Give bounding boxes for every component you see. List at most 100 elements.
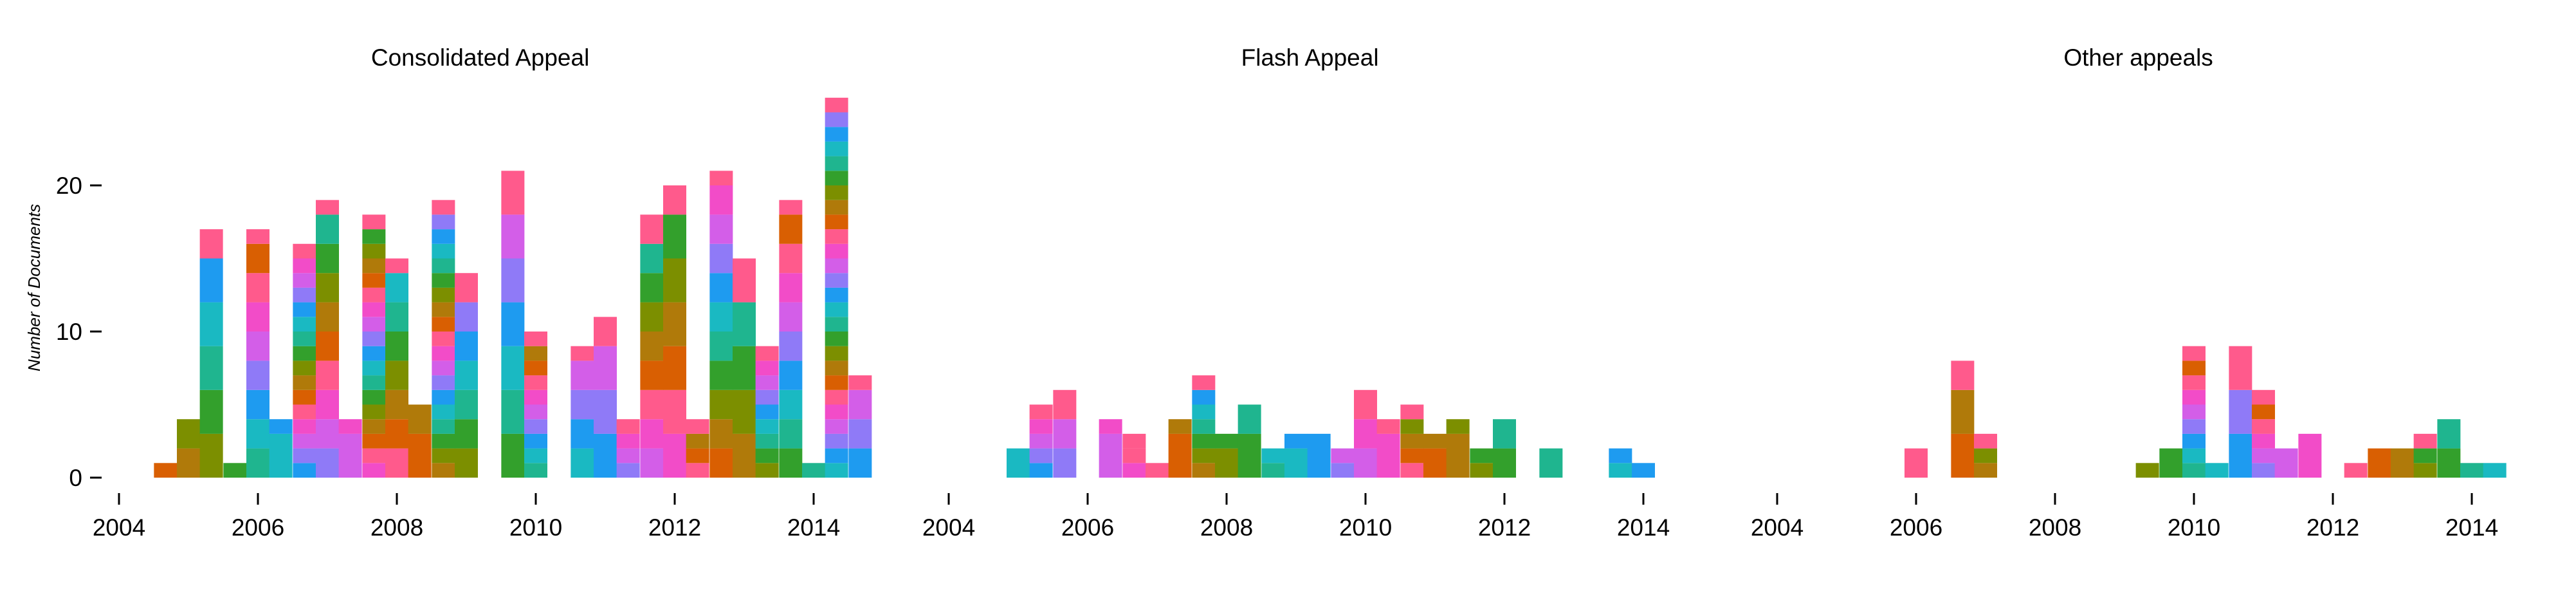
bar-segment bbox=[848, 389, 872, 420]
histogram-bar bbox=[686, 419, 709, 478]
bar-segment bbox=[524, 419, 547, 434]
bar-segment bbox=[663, 185, 686, 215]
bar-segment bbox=[1331, 463, 1355, 478]
x-tick-label: 2004 bbox=[93, 514, 145, 541]
bar-segment bbox=[825, 360, 848, 376]
bar-segment bbox=[1192, 433, 1216, 449]
bar-segment bbox=[432, 273, 455, 288]
histogram-bar bbox=[1905, 448, 1928, 478]
bar-segment bbox=[571, 389, 594, 420]
bar-segment bbox=[1400, 404, 1424, 420]
bar-segment bbox=[293, 433, 316, 449]
bar-segment bbox=[825, 302, 848, 317]
bar-segment bbox=[455, 273, 478, 303]
bar-segment bbox=[1400, 448, 1424, 463]
bar-segment bbox=[709, 360, 733, 390]
bar-segment bbox=[316, 332, 339, 361]
bar-segment bbox=[199, 302, 223, 346]
bar-segment bbox=[432, 463, 455, 478]
bar-segment bbox=[2437, 448, 2461, 478]
x-tick-label: 2012 bbox=[2307, 514, 2359, 541]
bar-segment bbox=[246, 243, 269, 274]
bar-segment bbox=[246, 448, 269, 478]
x-tick-label: 2006 bbox=[232, 514, 284, 541]
bar-segment bbox=[825, 346, 848, 361]
histogram-bar bbox=[594, 317, 617, 478]
bar-segment bbox=[362, 317, 386, 332]
bar-segment bbox=[1122, 433, 1146, 449]
bar-segment bbox=[779, 332, 803, 361]
bar-segment bbox=[408, 433, 432, 478]
histogram-bar bbox=[316, 200, 339, 478]
bar-segment bbox=[432, 332, 455, 346]
bar-segment bbox=[663, 214, 686, 259]
bar-segment bbox=[2182, 375, 2206, 390]
bar-segment bbox=[362, 360, 386, 376]
bar-segment bbox=[2182, 463, 2206, 478]
bar-segment bbox=[779, 448, 803, 478]
histogram-bar bbox=[1168, 419, 1192, 478]
bar-segment bbox=[2252, 404, 2275, 420]
bar-segment bbox=[293, 273, 316, 288]
bar-segment bbox=[825, 419, 848, 434]
panel-title: Flash Appeal bbox=[1241, 44, 1379, 71]
bar-segment bbox=[1215, 448, 1238, 478]
bar-segment bbox=[2344, 463, 2368, 478]
bar-segment bbox=[199, 229, 223, 259]
bar-segment bbox=[432, 375, 455, 390]
bar-segment bbox=[825, 112, 848, 127]
histogram-bar bbox=[1376, 419, 1400, 478]
bar-segment bbox=[1354, 389, 1377, 420]
bar-segment bbox=[2413, 448, 2437, 463]
histogram-bar bbox=[2182, 346, 2206, 478]
bar-segment bbox=[199, 258, 223, 303]
histogram-bar bbox=[1354, 389, 1377, 478]
bar-segment bbox=[293, 317, 316, 332]
histogram-bar bbox=[408, 404, 432, 478]
bar-segment bbox=[1446, 419, 1470, 434]
bar-segment bbox=[640, 302, 664, 332]
bar-segment bbox=[501, 433, 525, 478]
histogram-bar bbox=[2344, 463, 2368, 478]
panel-title: Consolidated Appeal bbox=[371, 44, 589, 71]
bar-segment bbox=[293, 302, 316, 317]
bar-segment bbox=[640, 419, 664, 449]
bar-segment bbox=[1632, 463, 1655, 478]
bar-segment bbox=[316, 243, 339, 274]
bar-segment bbox=[2298, 433, 2322, 478]
bar-segment bbox=[1423, 433, 1447, 449]
bar-segment bbox=[594, 433, 617, 478]
histogram-bar bbox=[1284, 433, 1308, 478]
bar-segment bbox=[825, 332, 848, 346]
bar-segment bbox=[524, 332, 547, 346]
bar-segment bbox=[1122, 448, 1146, 463]
histogram-bar bbox=[1400, 404, 1424, 478]
bar-segment bbox=[524, 389, 547, 405]
histogram-bar bbox=[733, 258, 756, 478]
x-tick-label: 2008 bbox=[370, 514, 423, 541]
y-tick-label: 0 bbox=[69, 465, 82, 491]
bar-segment bbox=[2252, 433, 2275, 449]
panel-3: Other appeals 2004 2006 2008 2010 2012 2014 bbox=[1751, 44, 2507, 541]
bar-segment bbox=[779, 273, 803, 303]
histogram-bar bbox=[1632, 463, 1655, 478]
histogram-bar bbox=[779, 200, 803, 478]
bar-segment bbox=[246, 389, 269, 420]
bar-segment bbox=[362, 346, 386, 361]
histogram-bar bbox=[1307, 433, 1331, 478]
bar-segment bbox=[825, 127, 848, 142]
bar-segment bbox=[825, 463, 848, 478]
bar-segment bbox=[316, 200, 339, 215]
bar-segment bbox=[709, 185, 733, 215]
histogram-bar bbox=[154, 463, 178, 478]
bar-segment bbox=[709, 419, 733, 449]
histogram-bar bbox=[338, 419, 362, 478]
bar-segment bbox=[1029, 448, 1053, 463]
x-tick-label: 2010 bbox=[2168, 514, 2220, 541]
bar-segment bbox=[1192, 463, 1216, 478]
bar-segment bbox=[501, 346, 525, 390]
bar-segment bbox=[755, 404, 779, 420]
bar-segment bbox=[385, 332, 408, 361]
bar-segment bbox=[362, 229, 386, 244]
bar-segment bbox=[316, 360, 339, 390]
